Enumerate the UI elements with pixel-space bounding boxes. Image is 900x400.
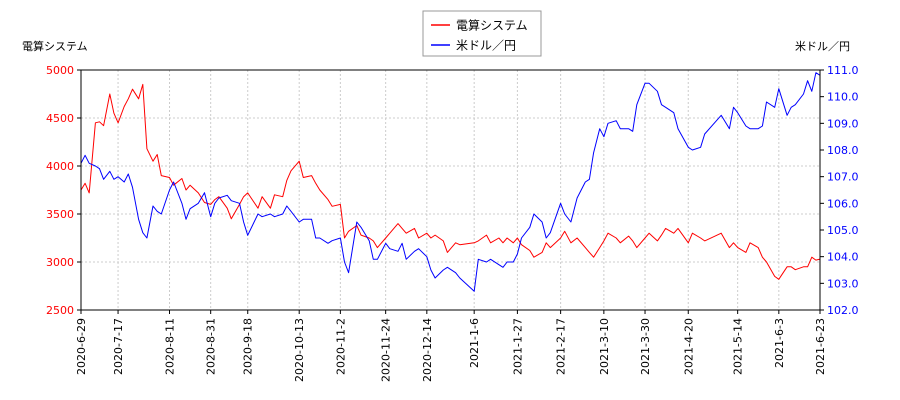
right-tick-label: 107.0 bbox=[827, 171, 859, 184]
left-tick-label: 4000 bbox=[46, 160, 74, 173]
x-tick-label: 2021-5-14 bbox=[732, 318, 745, 375]
series-layer bbox=[80, 72, 821, 292]
right-axis-ticks: 102.0 103.0 104.0 105.0 106.0 107.0 108.0 109.0… bbox=[820, 64, 859, 317]
plot-frame bbox=[80, 69, 821, 311]
x-axis-ticks: 2020-6-29 2020-7-17 2020-8-11 2020-8-31 2020… bbox=[75, 310, 827, 382]
series-line-2 bbox=[80, 72, 821, 292]
series-line-1 bbox=[80, 83, 821, 280]
right-axis-title: 米ドル／円 bbox=[795, 40, 850, 53]
x-tick-label: 2020-11-2 bbox=[334, 318, 347, 375]
x-tick-label: 2021-1-6 bbox=[468, 318, 481, 368]
x-tick-label: 2021-1-27 bbox=[511, 318, 524, 375]
left-tick-label: 5000 bbox=[46, 64, 74, 77]
legend-box bbox=[422, 10, 542, 57]
right-tick-label: 102.0 bbox=[827, 304, 859, 317]
left-tick-label: 3500 bbox=[46, 208, 74, 221]
left-tick-label: 3000 bbox=[46, 256, 74, 269]
right-tick-label: 110.0 bbox=[827, 91, 859, 104]
x-tick-label: 2021-2-17 bbox=[555, 318, 568, 375]
left-tick-label: 4500 bbox=[46, 112, 74, 125]
x-tick-label: 2020-8-11 bbox=[164, 318, 177, 375]
legend-label-2: 米ドル／円 bbox=[456, 39, 516, 53]
x-tick-label: 2021-3-30 bbox=[639, 318, 652, 375]
legend-label-1: 電算システム bbox=[456, 18, 528, 33]
grid-lines bbox=[81, 70, 820, 310]
right-tick-label: 111.0 bbox=[827, 64, 859, 77]
right-tick-label: 103.0 bbox=[827, 277, 859, 290]
x-tick-label: 2021-6-3 bbox=[773, 318, 786, 368]
x-tick-label: 2021-4-20 bbox=[682, 318, 695, 375]
right-tick-label: 106.0 bbox=[827, 197, 859, 210]
x-tick-label: 2020-10-13 bbox=[293, 318, 306, 382]
x-tick-label: 2021-3-10 bbox=[598, 318, 611, 375]
right-tick-label: 108.0 bbox=[827, 144, 859, 157]
x-tick-label: 2020-6-29 bbox=[75, 318, 88, 375]
x-tick-label: 2020-9-18 bbox=[242, 318, 255, 375]
x-tick-label: 2020-8-31 bbox=[205, 318, 218, 375]
right-tick-label: 105.0 bbox=[827, 224, 859, 237]
left-axis-title: 電算システム bbox=[22, 39, 88, 53]
legend: 電算システム 米ドル／円 bbox=[422, 10, 542, 57]
x-tick-label: 2020-12-14 bbox=[421, 318, 434, 382]
right-tick-label: 109.0 bbox=[827, 117, 859, 130]
x-tick-label: 2021-6-23 bbox=[814, 318, 827, 375]
left-tick-label: 2500 bbox=[46, 304, 74, 317]
x-tick-label: 2020-11-24 bbox=[380, 318, 393, 382]
x-tick-label: 2020-7-17 bbox=[112, 318, 125, 375]
left-axis-ticks: 2500 3000 3500 4000 4500 5000 bbox=[46, 64, 81, 317]
right-tick-label: 104.0 bbox=[827, 251, 859, 264]
plot-area bbox=[81, 70, 820, 310]
